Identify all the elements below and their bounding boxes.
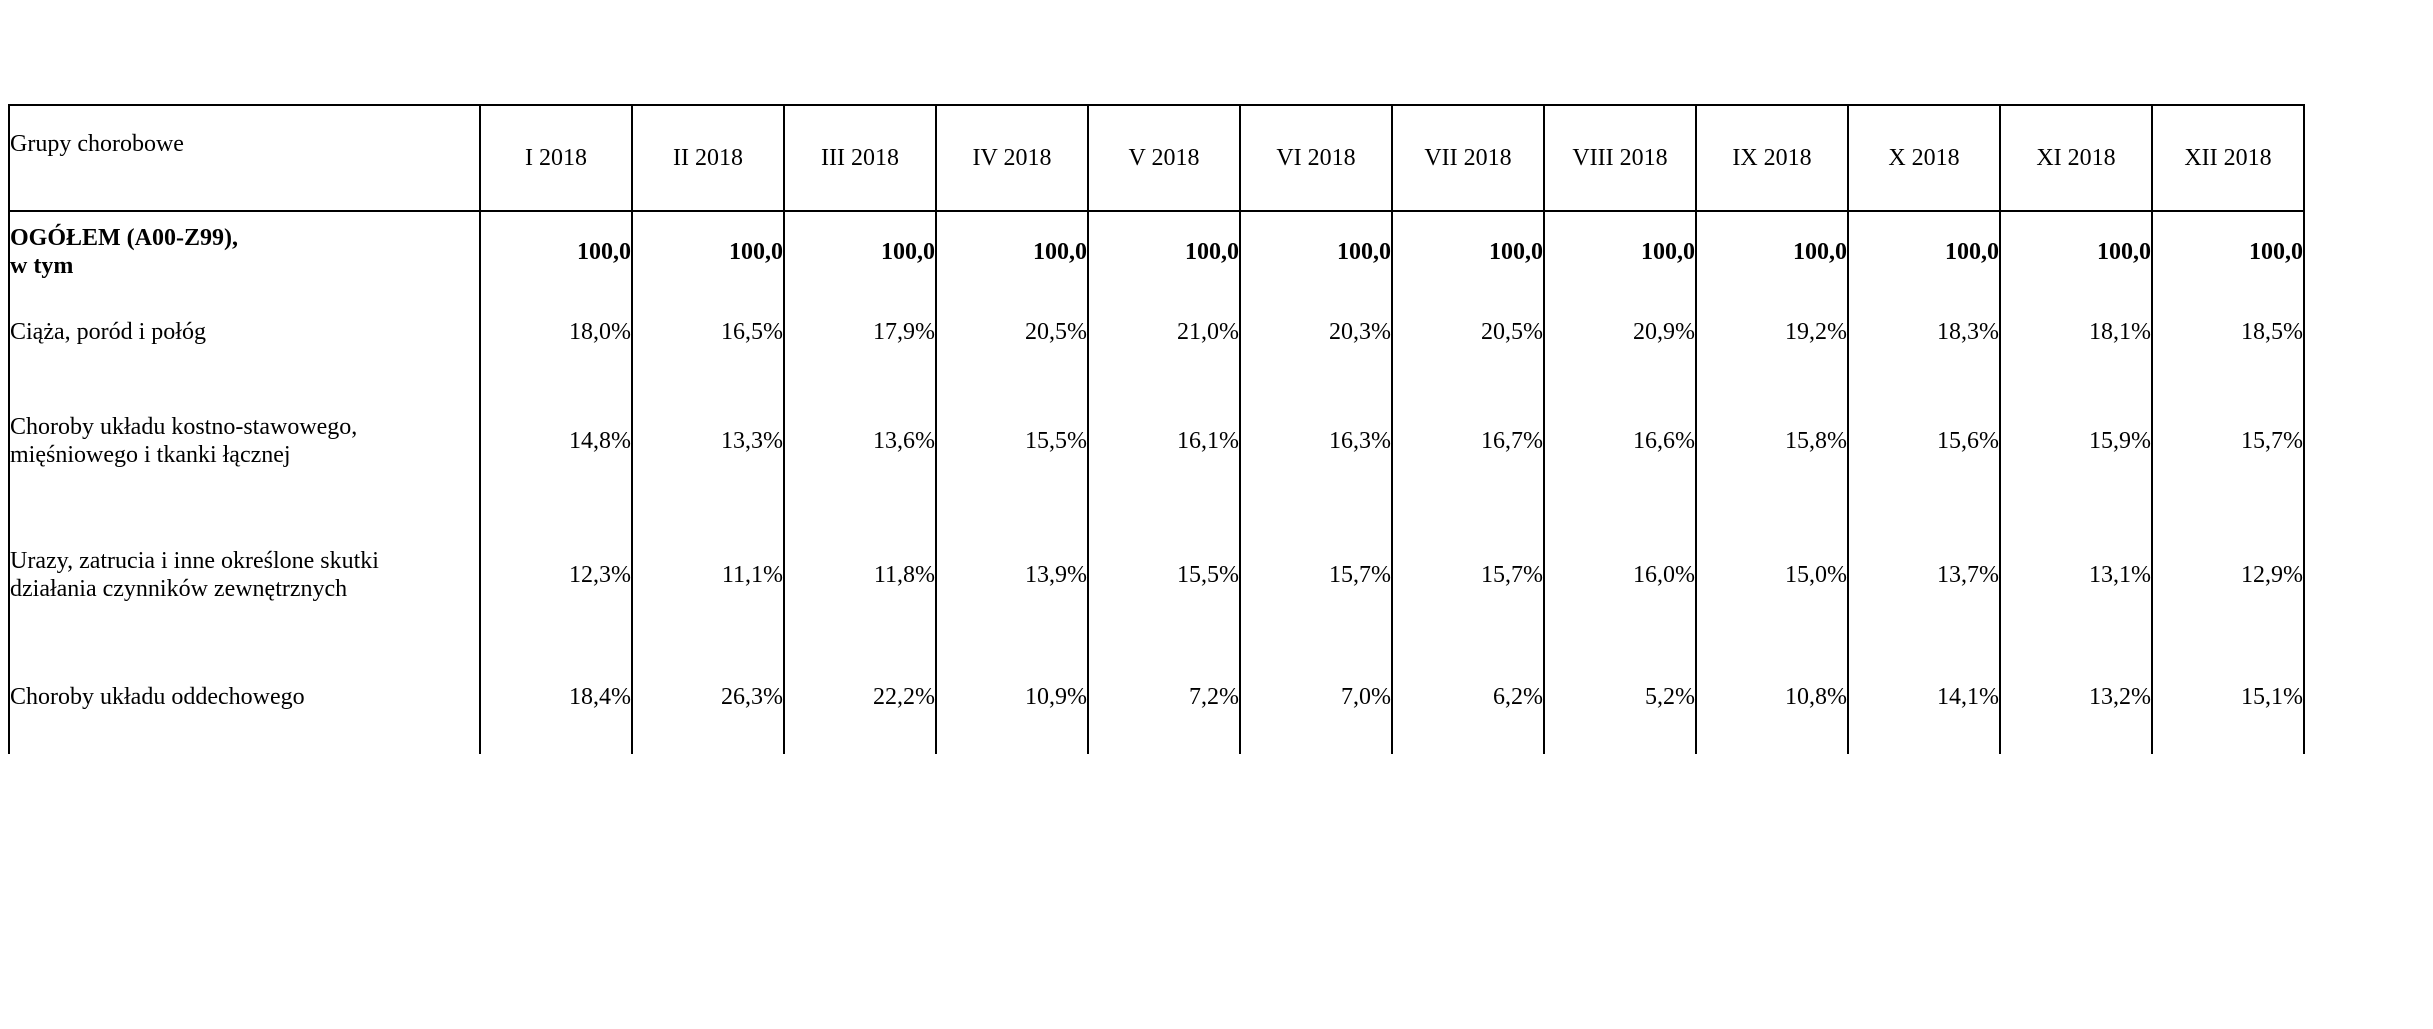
table-cell: 18,5%: [2151, 292, 2305, 372]
table-cell: 13,1%: [1999, 510, 2153, 640]
table-cell: 13,2%: [1999, 640, 2153, 754]
table-cell: 15,1%: [2151, 640, 2305, 754]
table-cell: 15,0%: [1695, 510, 1849, 640]
table-cell: 7,0%: [1239, 640, 1393, 754]
table-cell: 6,2%: [1391, 640, 1545, 754]
column-header-month: XII 2018: [2151, 104, 2305, 212]
row-label: Choroby układu kostno-stawowego, mięśnio…: [8, 372, 481, 510]
row-label: Ciąża, poród i połóg: [8, 292, 481, 372]
table-cell: 16,6%: [1543, 372, 1697, 510]
table-cell: 12,3%: [479, 510, 633, 640]
table-cell: 100,0: [935, 211, 1089, 292]
table-cell: 10,8%: [1695, 640, 1849, 754]
table-cell: 16,3%: [1239, 372, 1393, 510]
table-cell: 20,9%: [1543, 292, 1697, 372]
column-header-month: IV 2018: [935, 104, 1089, 212]
table-cell: 26,3%: [631, 640, 785, 754]
table-cell: 20,5%: [1391, 292, 1545, 372]
column-header-month: X 2018: [1847, 104, 2001, 212]
table-cell: 18,1%: [1999, 292, 2153, 372]
table-cell: 10,9%: [935, 640, 1089, 754]
table-cell: 13,9%: [935, 510, 1089, 640]
table-cell: 14,8%: [479, 372, 633, 510]
table-cell: 13,6%: [783, 372, 937, 510]
table-row: Choroby układu oddechowego 18,4% 26,3% 2…: [8, 640, 2305, 754]
table-cell: 15,6%: [1847, 372, 2001, 510]
column-header-month: III 2018: [783, 104, 937, 212]
table-cell: 18,0%: [479, 292, 633, 372]
table-cell: 16,1%: [1087, 372, 1241, 510]
table-cell: 16,0%: [1543, 510, 1697, 640]
table-cell: 20,5%: [935, 292, 1089, 372]
column-header-month: I 2018: [479, 104, 633, 212]
sickness-groups-table: Grupy chorobowe I 2018 II 2018 III 2018 …: [8, 104, 2305, 754]
table-cell: 18,4%: [479, 640, 633, 754]
table-row: Ciąża, poród i połóg 18,0% 16,5% 17,9% 2…: [8, 292, 2305, 372]
table-cell: 15,7%: [1239, 510, 1393, 640]
table-cell: 15,7%: [2151, 372, 2305, 510]
table-cell: 20,3%: [1239, 292, 1393, 372]
table-cell: 100,0: [1391, 211, 1545, 292]
table-cell: 100,0: [2151, 211, 2305, 292]
table-cell: 100,0: [631, 211, 785, 292]
table-cell: 13,3%: [631, 372, 785, 510]
table-cell: 15,5%: [1087, 510, 1241, 640]
column-header-month: VIII 2018: [1543, 104, 1697, 212]
table-cell: 15,8%: [1695, 372, 1849, 510]
column-header-month: IX 2018: [1695, 104, 1849, 212]
table-cell: 16,5%: [631, 292, 785, 372]
column-header-month: VII 2018: [1391, 104, 1545, 212]
column-header-month: VI 2018: [1239, 104, 1393, 212]
table-cell: 100,0: [479, 211, 633, 292]
table-cell: 100,0: [1543, 211, 1697, 292]
row-label: Urazy, zatrucia i inne określone skutki …: [8, 510, 481, 640]
table-cell: 100,0: [1087, 211, 1241, 292]
table-cell: 7,2%: [1087, 640, 1241, 754]
table-cell: 18,3%: [1847, 292, 2001, 372]
table-cell: 100,0: [1239, 211, 1393, 292]
table-cell: 22,2%: [783, 640, 937, 754]
table-cell: 100,0: [1695, 211, 1849, 292]
table-cell: 100,0: [1847, 211, 2001, 292]
table-cell: 13,7%: [1847, 510, 2001, 640]
sickness-table-container: Grupy chorobowe I 2018 II 2018 III 2018 …: [8, 104, 2305, 754]
row-label: OGÓŁEM (A00-Z99), w tym: [8, 211, 481, 292]
table-row: Urazy, zatrucia i inne określone skutki …: [8, 510, 2305, 640]
table-cell: 12,9%: [2151, 510, 2305, 640]
table-row-total: OGÓŁEM (A00-Z99), w tym 100,0 100,0 100,…: [8, 211, 2305, 292]
table-cell: 5,2%: [1543, 640, 1697, 754]
table-cell: 19,2%: [1695, 292, 1849, 372]
table-cell: 100,0: [1999, 211, 2153, 292]
table-cell: 15,7%: [1391, 510, 1545, 640]
table-cell: 15,9%: [1999, 372, 2153, 510]
row-label: Choroby układu oddechowego: [8, 640, 481, 754]
table-header-row: Grupy chorobowe I 2018 II 2018 III 2018 …: [8, 104, 2305, 212]
table-cell: 11,1%: [631, 510, 785, 640]
column-header-month: II 2018: [631, 104, 785, 212]
column-header-group: Grupy chorobowe: [8, 104, 481, 212]
table-cell: 17,9%: [783, 292, 937, 372]
table-cell: 14,1%: [1847, 640, 2001, 754]
table-cell: 11,8%: [783, 510, 937, 640]
column-header-month: V 2018: [1087, 104, 1241, 212]
table-cell: 100,0: [783, 211, 937, 292]
table-row: Choroby układu kostno-stawowego, mięśnio…: [8, 372, 2305, 510]
column-header-month: XI 2018: [1999, 104, 2153, 212]
table-cell: 15,5%: [935, 372, 1089, 510]
table-cell: 16,7%: [1391, 372, 1545, 510]
table-cell: 21,0%: [1087, 292, 1241, 372]
